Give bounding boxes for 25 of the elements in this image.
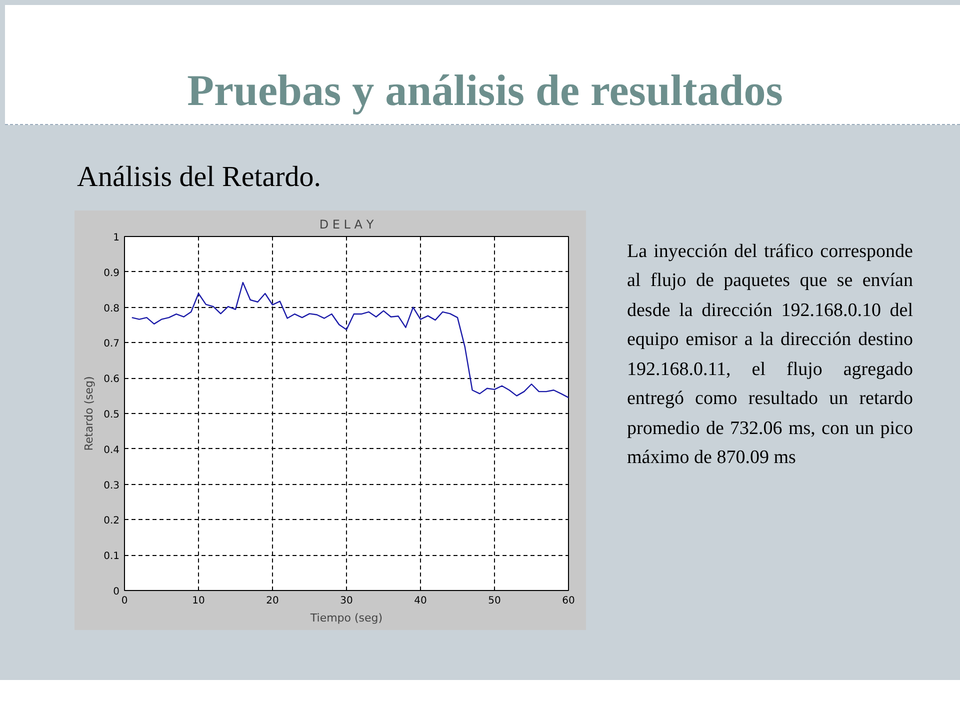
text: La inyección del tráfico corresponde al flujo de paquetes que se envían desde la dirección 192.168.0.10 del equipo emisor a la dirección destino 192.168.0.11, el flujo agregado entregó como resultado un retardo promedio de 732.06 ms, con un pico máximo de 870.09 ms — [627, 240, 913, 470]
y-tick-label: 0.9 — [104, 268, 120, 279]
x-axis-title: Tiempo (seg) — [309, 612, 383, 624]
y-tick-label: 0.2 — [104, 516, 120, 527]
y-tick-label: 0.5 — [104, 410, 120, 420]
y-tick-label: 0.1 — [104, 551, 120, 562]
x-tick-label: 60 — [562, 596, 575, 606]
y-tick-label: 0.7 — [104, 338, 120, 350]
line-series — [131, 282, 568, 398]
x-tick-label: 40 — [414, 596, 427, 606]
y-tick-label: 0.6 — [104, 374, 120, 386]
x-tick-label: 0 — [121, 596, 128, 606]
text: Análisis del Retardo. — [77, 160, 322, 195]
y-tick-label: 1 — [113, 232, 120, 244]
chart-title: D E L A Y — [319, 218, 374, 232]
x-tick-label: 10 — [192, 596, 205, 606]
y-axis-title: Retardo (seg) — [82, 376, 96, 451]
x-tick-label: 20 — [266, 596, 279, 606]
text: Pruebas y análisis de resultados — [187, 65, 783, 117]
y-tick-label: 0.8 — [104, 303, 120, 314]
x-tick-label: 50 — [488, 596, 501, 606]
y-tick-label: 0 — [113, 586, 120, 598]
y-tick-label: 0.4 — [104, 444, 120, 456]
y-tick-label: 0.3 — [104, 480, 120, 492]
x-tick-label: 30 — [340, 596, 353, 606]
